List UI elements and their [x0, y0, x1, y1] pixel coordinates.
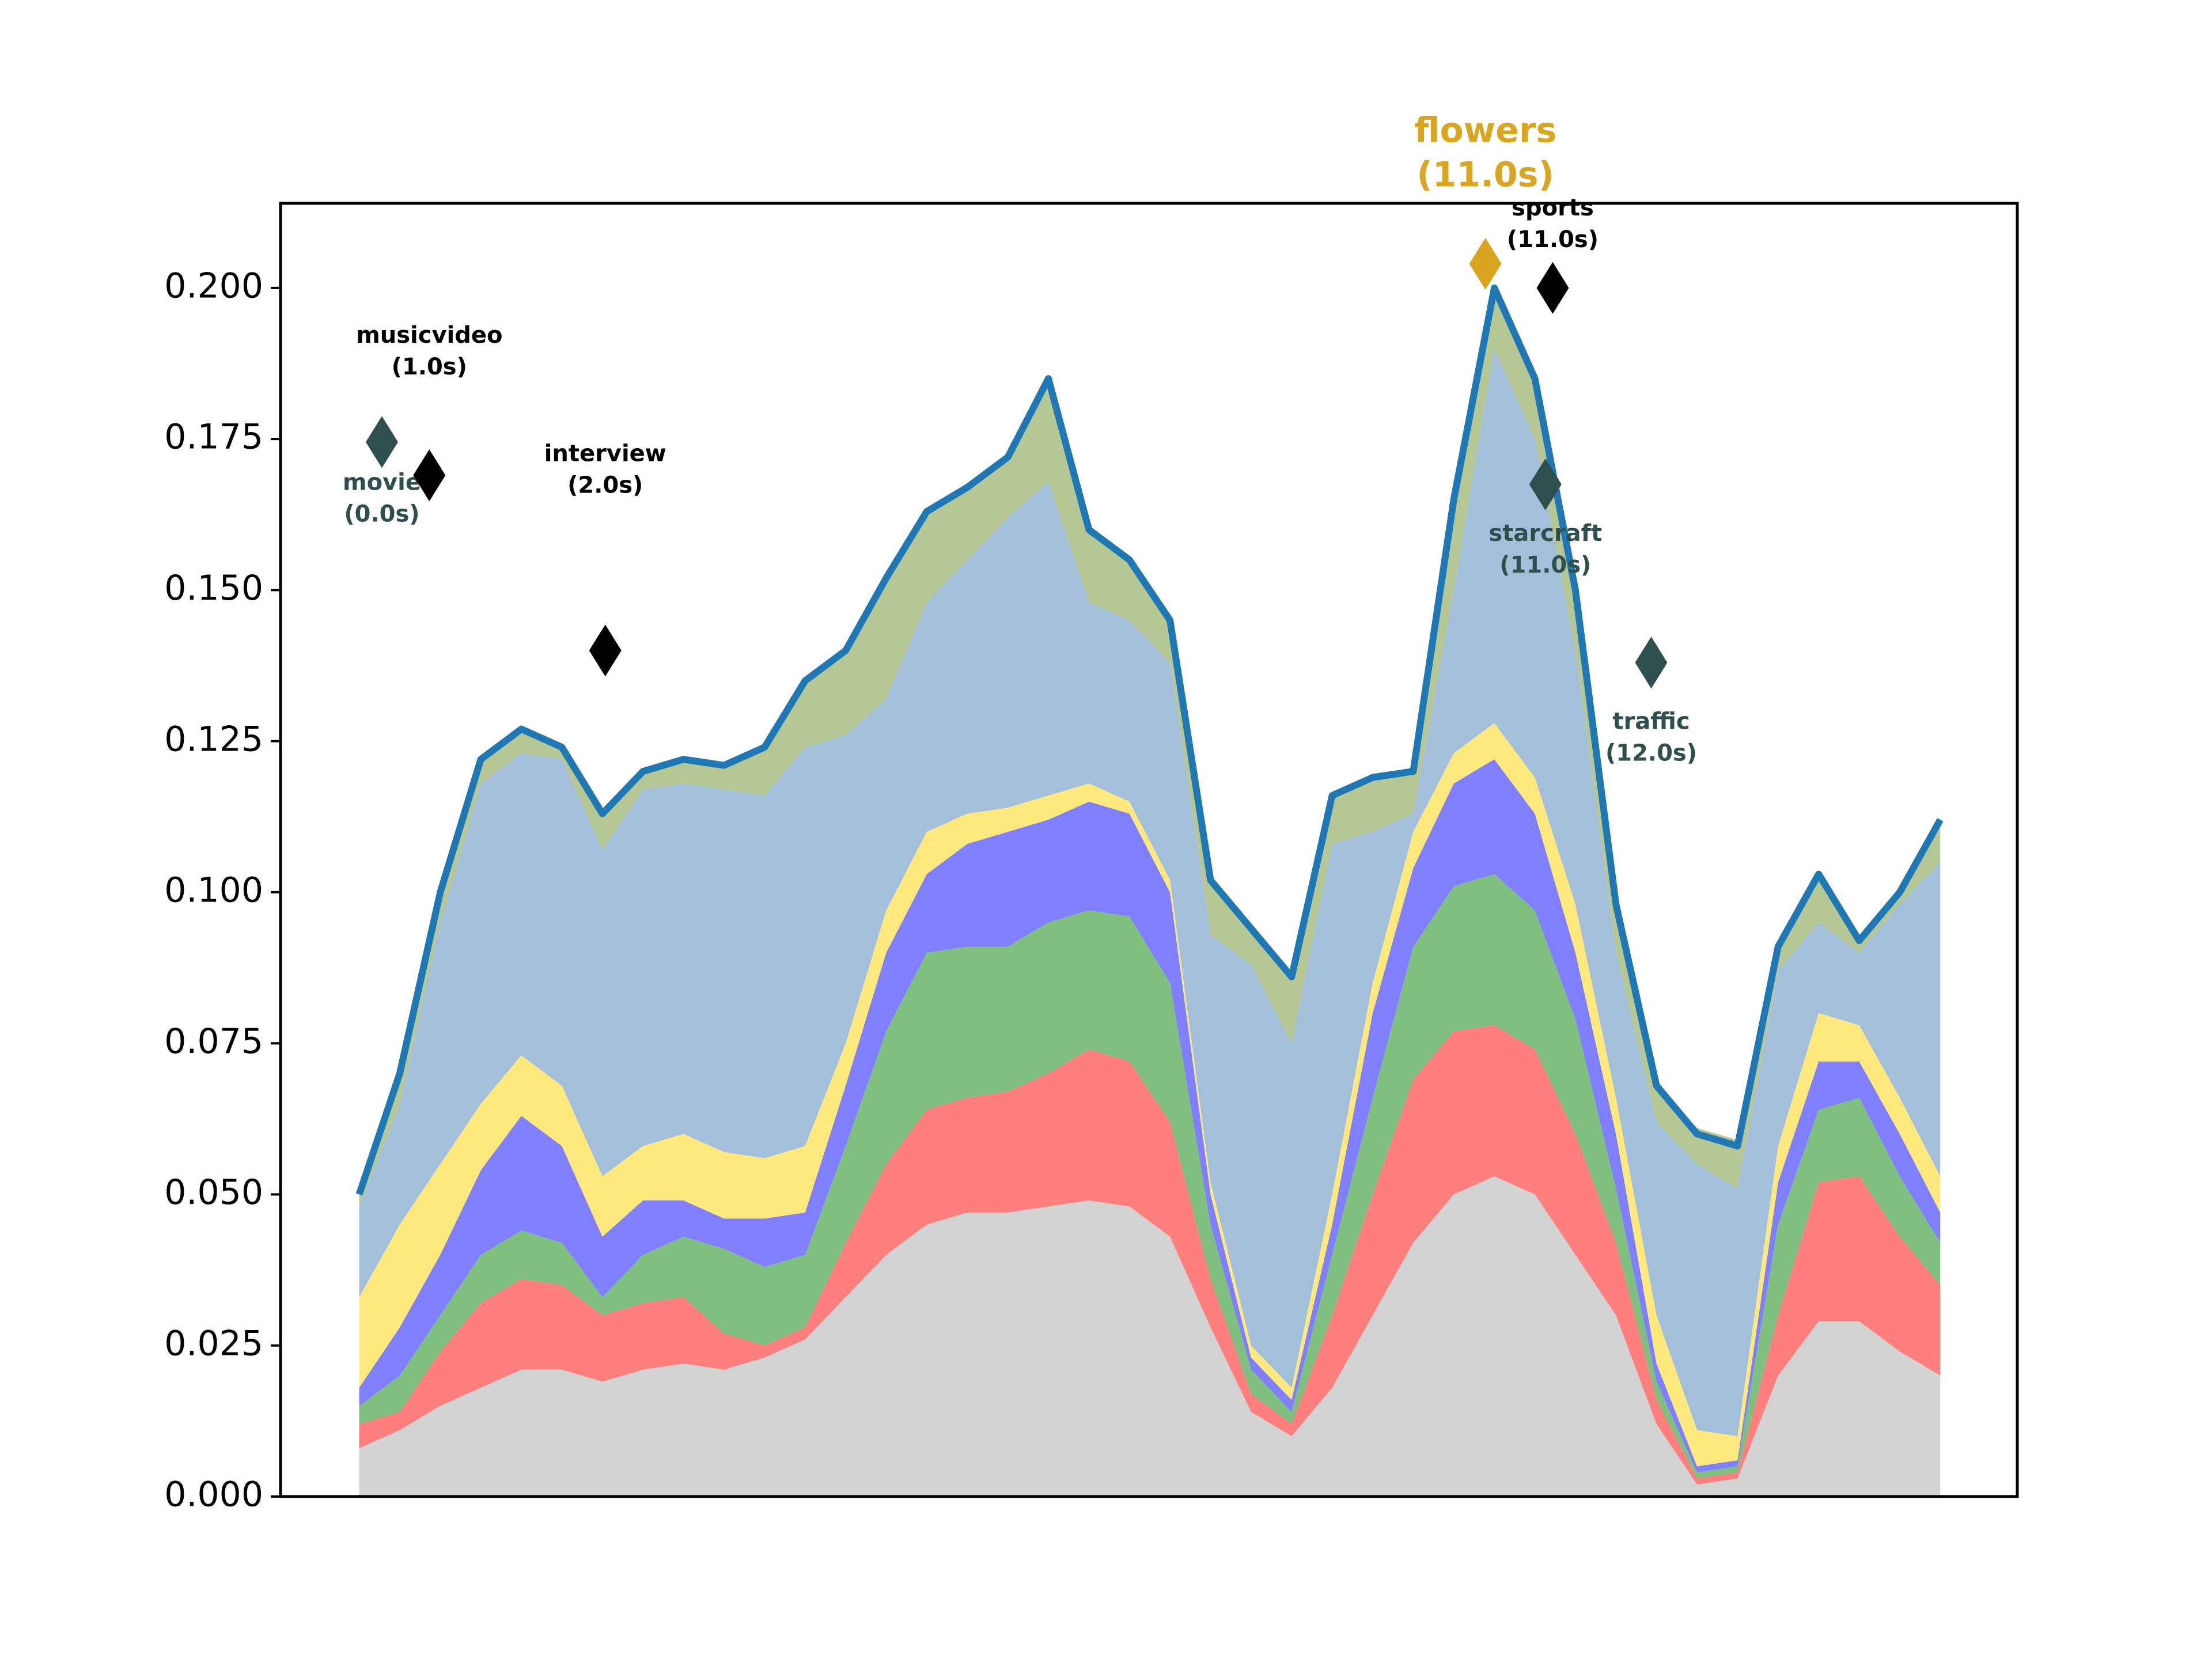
annotation-label: movie: [343, 469, 421, 495]
annotation-label: starcraft: [1488, 520, 1602, 547]
total-line: [355, 284, 1944, 1196]
y-tick-label: 0.050: [164, 1172, 263, 1213]
annotation-marker: [1536, 262, 1569, 314]
areas: [355, 284, 1944, 1497]
annotation-label: (1.0s): [392, 354, 467, 380]
annotation-label: traffic: [1612, 708, 1690, 734]
area-layer: [359, 759, 1941, 1473]
annotation-marker: [589, 624, 622, 677]
y-tick-label: 0.025: [164, 1323, 263, 1363]
annotation-label: flowers: [1414, 111, 1556, 151]
area-layer: [359, 874, 1941, 1479]
annotation-marker: [1529, 458, 1562, 510]
plot-frame: [279, 202, 2019, 1498]
y-tick-label: 0.200: [164, 266, 263, 306]
y-tick-label: 0.175: [164, 417, 263, 457]
y-tick-label: 0.075: [164, 1021, 263, 1062]
y-axis: 0.000 0.025 0.050 0.075 0.100 0.125 0.150 0.175…: [164, 266, 281, 1515]
y-tick-label: 0.000: [164, 1475, 263, 1515]
annotation-marker: [413, 449, 446, 502]
annotation-label: interview: [544, 440, 666, 467]
annotation-marker: [1469, 237, 1502, 290]
y-tick-label: 0.100: [164, 870, 263, 911]
annotation-label: (12.0s): [1605, 740, 1697, 766]
annotation-label: (11.0s): [1416, 155, 1554, 195]
annotation-label: sports: [1512, 195, 1594, 221]
area-layer: [359, 1025, 1941, 1485]
annotation-label: (11.0s): [1499, 552, 1591, 578]
annotation-label: musicvideo: [356, 322, 502, 349]
annotation-label: (2.0s): [567, 472, 643, 498]
y-tick-label: 0.150: [164, 568, 263, 608]
annotation-marker: [1635, 637, 1668, 689]
annotation-label: (11.0s): [1507, 226, 1599, 253]
area-layer: [359, 1176, 1941, 1497]
y-tick-label: 0.125: [164, 719, 263, 759]
annotations: movie (0.0s) musicvideo (1.0s) interview (2.0…: [343, 111, 1697, 767]
annotation-marker: [365, 416, 398, 468]
annotation-label: (0.0s): [344, 501, 419, 527]
area-layer: [359, 348, 1941, 1437]
